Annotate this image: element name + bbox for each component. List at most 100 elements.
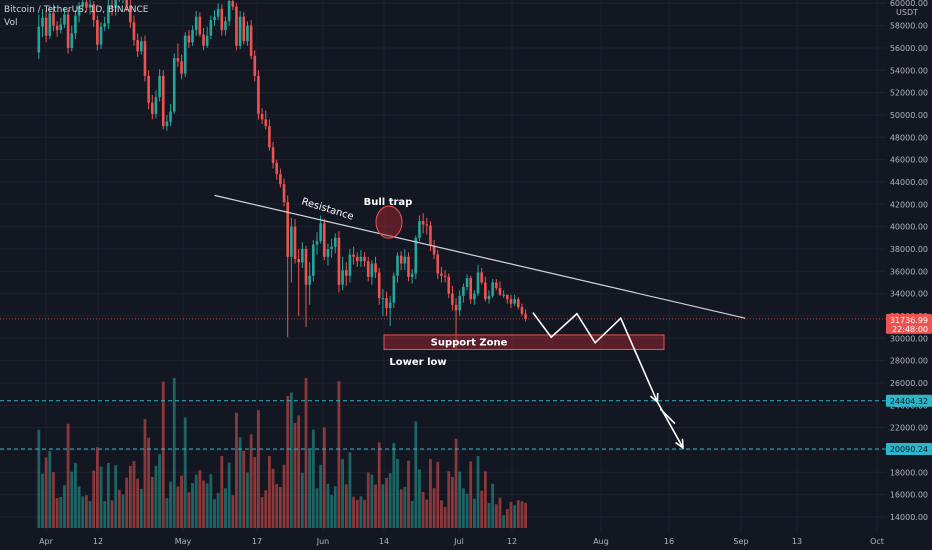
volume-bar bbox=[136, 478, 140, 528]
volume-bar bbox=[114, 465, 118, 528]
candle-body bbox=[403, 256, 407, 264]
volume-bar bbox=[125, 477, 129, 528]
candle-body bbox=[454, 304, 458, 311]
volume-bar bbox=[95, 447, 99, 528]
volume-bar bbox=[77, 486, 81, 528]
candle-body bbox=[290, 226, 293, 257]
candle-body bbox=[63, 14, 66, 25]
support-zone-box[interactable] bbox=[383, 334, 665, 350]
candle-body bbox=[59, 24, 63, 31]
candle-body bbox=[172, 58, 176, 112]
candle-body bbox=[473, 293, 476, 300]
candle-body bbox=[176, 58, 180, 62]
candle-body bbox=[202, 34, 205, 46]
candle-body bbox=[271, 147, 275, 163]
candle-body bbox=[447, 276, 451, 294]
volume-bar bbox=[286, 396, 290, 528]
symbol-title[interactable]: Bitcoin / TetherUS, 1D, BINANCE bbox=[4, 5, 149, 15]
volume-bar bbox=[224, 488, 227, 528]
price-tick-label: 30000.00 bbox=[890, 334, 928, 343]
candle-body bbox=[293, 226, 297, 260]
candle-body bbox=[114, 0, 117, 8]
volume-bar bbox=[472, 498, 476, 528]
resistance-trendline[interactable] bbox=[214, 194, 746, 319]
candle-body bbox=[520, 307, 524, 314]
volume-bar bbox=[139, 488, 143, 528]
candle-body bbox=[253, 55, 257, 76]
volume-bar bbox=[396, 458, 399, 528]
candle-body bbox=[359, 256, 363, 262]
volume-bar bbox=[421, 491, 425, 528]
candle-body bbox=[224, 21, 227, 31]
volume-bar bbox=[172, 378, 176, 528]
volume-bars bbox=[37, 378, 527, 528]
volume-bar bbox=[66, 423, 70, 528]
candle-body bbox=[41, 17, 44, 27]
candle-body bbox=[187, 35, 191, 43]
price-tick-label: 58000.00 bbox=[890, 22, 928, 31]
target-level-badge-text: 20090.24 bbox=[890, 445, 928, 454]
volume-bar bbox=[41, 473, 44, 528]
candle-body bbox=[165, 121, 169, 127]
volume-bar bbox=[348, 452, 352, 528]
candle-body bbox=[183, 35, 187, 74]
volume-bar bbox=[300, 472, 304, 528]
volume-bar bbox=[231, 495, 235, 528]
volume-bar bbox=[246, 472, 249, 528]
volume-bar bbox=[275, 484, 279, 528]
projection-arrowhead bbox=[675, 438, 684, 450]
candle-body bbox=[70, 33, 74, 48]
volume-bar bbox=[132, 461, 136, 528]
candle-body bbox=[81, 2, 85, 7]
volume-bar bbox=[99, 466, 103, 528]
volume-bar bbox=[249, 434, 253, 528]
volume-bar bbox=[297, 415, 301, 528]
bull-trap-highlight[interactable] bbox=[375, 205, 403, 239]
candle-body bbox=[227, 1, 231, 22]
candle-body bbox=[315, 241, 319, 245]
price-tick-label: 34000.00 bbox=[890, 290, 928, 299]
time-tick-label: Oct bbox=[870, 537, 884, 546]
candle-body bbox=[370, 263, 374, 277]
candle-body bbox=[147, 75, 150, 103]
volume-bar bbox=[88, 501, 92, 528]
volume-bar bbox=[399, 489, 403, 528]
volume-bar bbox=[169, 481, 172, 528]
candle-body bbox=[502, 294, 505, 296]
candle-body bbox=[194, 16, 198, 31]
candle-body bbox=[344, 270, 348, 276]
volume-bar bbox=[216, 492, 220, 528]
volume-bar bbox=[451, 476, 454, 528]
volume-bar bbox=[440, 500, 443, 528]
candle-body bbox=[169, 111, 172, 122]
candle-body bbox=[213, 16, 216, 21]
candle-body bbox=[333, 237, 337, 247]
candle-body bbox=[348, 254, 352, 276]
volume-bar bbox=[443, 506, 447, 528]
price-axis-currency: USDT bbox=[896, 8, 918, 17]
volume-bar bbox=[513, 505, 517, 528]
price-tick-label: 22000.00 bbox=[890, 424, 928, 433]
volume-bar bbox=[128, 465, 132, 528]
time-axis[interactable]: Apr 12 May 17 Jun 14 Jul 12 Aug 16 Sep 13 Oct bbox=[39, 537, 884, 546]
candle-body bbox=[410, 273, 414, 277]
volume-bar bbox=[154, 465, 158, 528]
candle-body bbox=[231, 1, 235, 7]
candle-body bbox=[491, 282, 494, 296]
price-tick-label: 56000.00 bbox=[890, 44, 928, 53]
volume-bar bbox=[483, 471, 487, 528]
price-axis[interactable]: 60000.00 USDT 14000.00 16000.00 18000.00 20… bbox=[886, 0, 932, 550]
volume-bar bbox=[410, 501, 414, 528]
candle-body bbox=[107, 5, 110, 24]
candle-body bbox=[484, 282, 487, 300]
volume-bar bbox=[235, 412, 238, 528]
candle-body bbox=[198, 16, 202, 35]
volume-bar bbox=[370, 474, 374, 528]
volume-bar bbox=[436, 461, 440, 528]
volume-bar bbox=[213, 499, 216, 528]
volume-bar bbox=[509, 501, 513, 528]
volume-bar bbox=[322, 427, 326, 528]
candle-body bbox=[209, 20, 213, 36]
candle-body bbox=[326, 248, 330, 257]
volume-indicator-label[interactable]: Vol bbox=[4, 18, 18, 28]
